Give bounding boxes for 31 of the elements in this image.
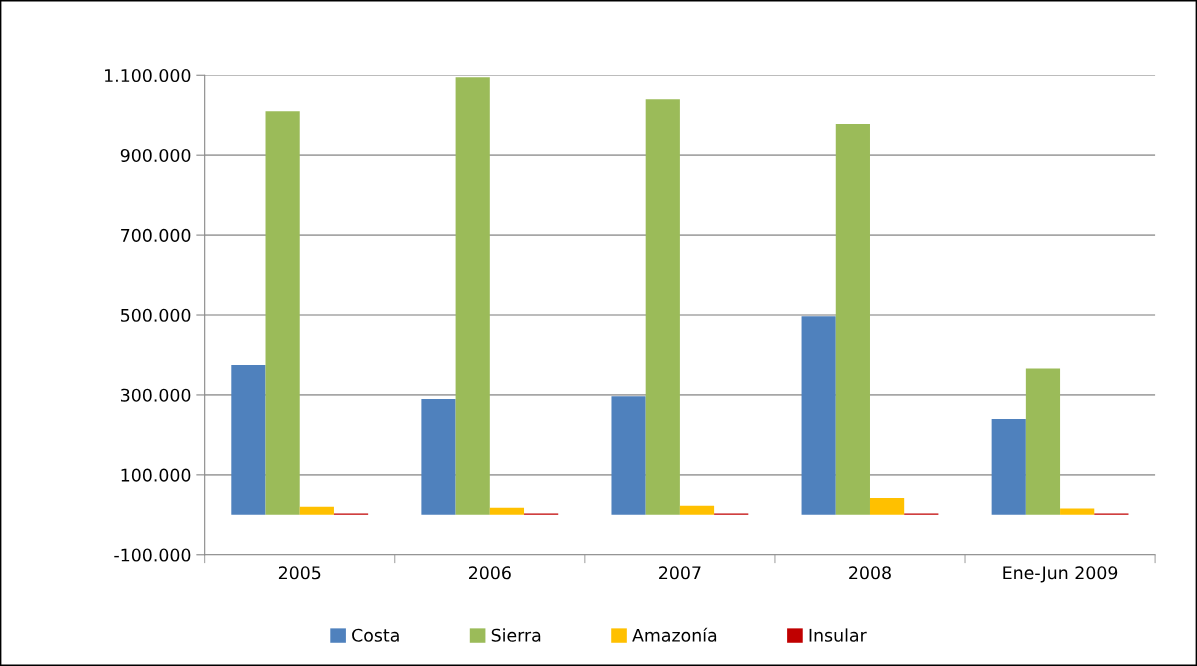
bar (679, 505, 715, 515)
legend-label: Amazonía (632, 627, 717, 642)
x-tick-label: 2007 (659, 566, 701, 580)
x-tick-label: 2006 (468, 566, 511, 580)
bar (801, 316, 836, 515)
bar (265, 111, 300, 515)
bar (869, 498, 905, 515)
y-tick-label: 1.100.000 (105, 68, 191, 83)
bar (421, 398, 456, 515)
y-tick-label: 700.000 (121, 228, 191, 242)
bar (455, 77, 490, 515)
bar (645, 99, 680, 515)
bar (231, 364, 266, 515)
x-tick-label: 2008 (849, 566, 891, 580)
y-tick-label: 900.000 (120, 148, 191, 163)
bar (835, 124, 870, 515)
y-tick-label: 500.000 (121, 308, 191, 322)
legend-label: Costa (352, 628, 399, 642)
legend-label: Insular (809, 628, 867, 642)
bar (1060, 508, 1095, 515)
bar (1025, 368, 1061, 515)
y-tick-label: -100.000 (114, 548, 191, 562)
y-tick-label: 300.000 (121, 388, 191, 402)
x-tick-label: 2005 (278, 566, 321, 580)
y-tick-label: 100.000 (121, 468, 191, 482)
bar (489, 507, 525, 515)
x-tick-label: Ene-Jun 2009 (1003, 566, 1118, 583)
bar (991, 418, 1026, 515)
bar (611, 396, 646, 515)
bar (299, 506, 334, 515)
legend-label: Sierra (491, 628, 541, 642)
